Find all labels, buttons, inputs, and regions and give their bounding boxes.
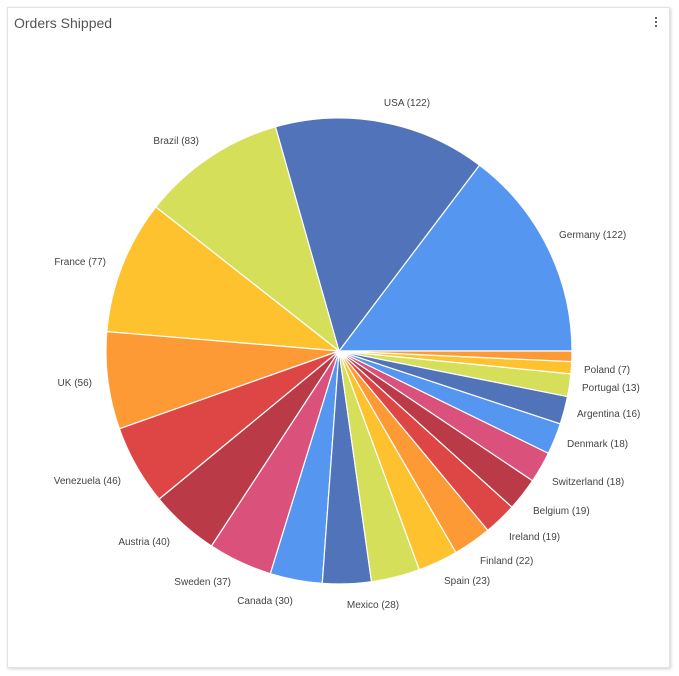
pie-slice-brazil[interactable] [154, 126, 341, 353]
slice-label: Portugal (13) [582, 383, 640, 394]
panel-title: Orders Shipped [14, 15, 113, 31]
slice-label: Ireland (19) [509, 532, 560, 543]
slice-label: Canada (30) [237, 596, 293, 607]
slice-label: Belgium (19) [533, 506, 590, 517]
slice-labels: Germany (122) USA (122) Brazil (83) France … [54, 98, 641, 611]
slice-label: Venezuela (46) [54, 476, 121, 487]
vertical-ellipsis-icon[interactable] [651, 14, 661, 30]
slice-label: Austria (40) [118, 537, 170, 548]
slice-label: France (77) [54, 257, 106, 268]
slice-label: Switzerland (18) [552, 477, 624, 488]
pie-slice-france[interactable] [106, 206, 341, 352]
slice-label: Spain (23) [444, 576, 490, 587]
slice-label: Poland (7) [584, 365, 630, 376]
slice-label: Sweden (37) [174, 577, 231, 588]
pie-slice-usa[interactable] [274, 117, 481, 353]
pie-slices [105, 117, 573, 585]
pie-slice-norway[interactable] [338, 350, 573, 363]
slice-label: Argentina (16) [577, 409, 640, 420]
slice-label: Finland (22) [480, 556, 533, 567]
slice-label: Denmark (18) [567, 439, 628, 450]
slice-label: UK (56) [58, 378, 92, 389]
slice-label: Brazil (83) [153, 136, 199, 147]
pie-slice-germany[interactable] [337, 164, 573, 352]
slice-label: Germany (122) [559, 230, 626, 241]
slice-label: Mexico (28) [347, 600, 399, 611]
slice-label: USA (122) [384, 98, 430, 109]
